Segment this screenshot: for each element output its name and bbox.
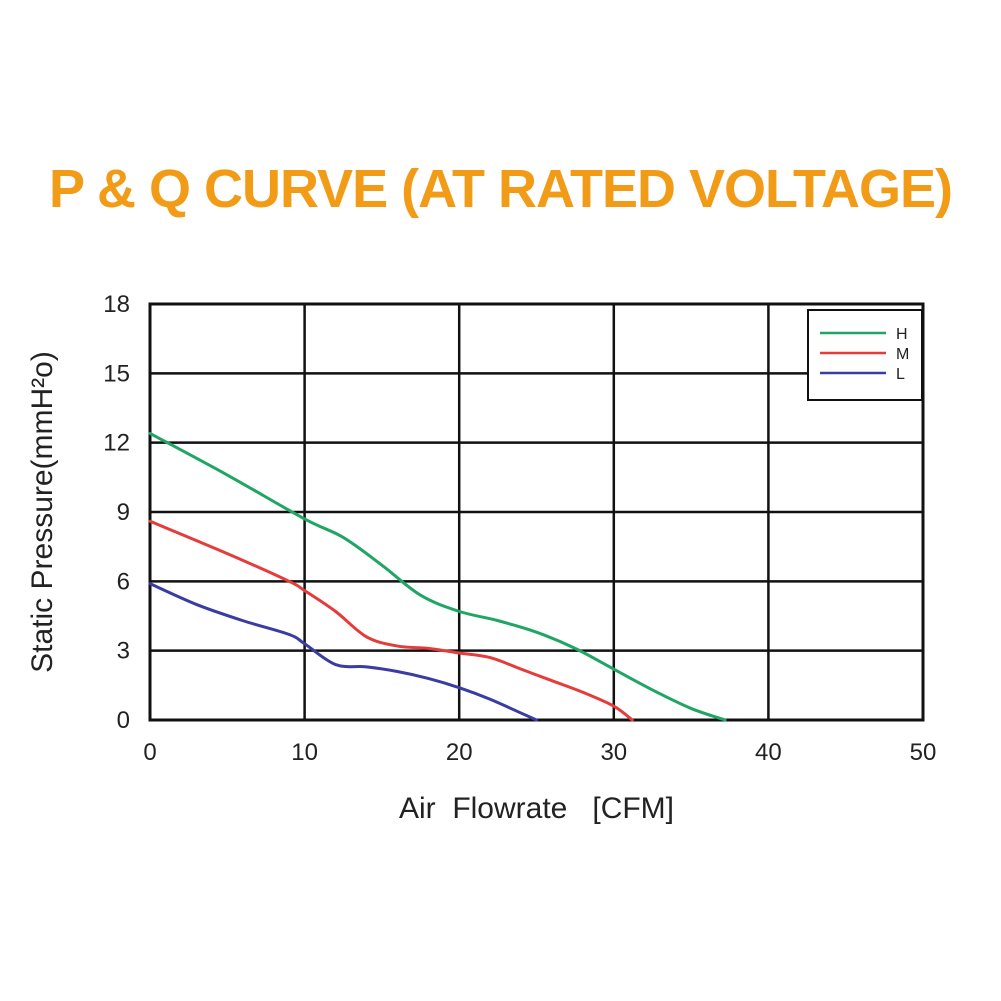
y-tick-label: 9 [117,499,130,526]
legend-box [807,309,923,401]
x-tick-label: 30 [600,739,627,766]
x-tick-label: 40 [755,739,782,766]
y-tick-label: 0 [117,707,130,734]
series-line-H [148,431,727,722]
y-axis-label: Static Pressure(mmH²o) [26,351,59,673]
series-line-M [148,519,634,722]
chart-title: P & Q CURVE (AT RATED VOLTAGE) [48,159,953,219]
x-axis-label: Air Flowrate [CFM] [399,792,674,825]
y-tick-label: 12 [103,430,130,457]
grid [148,302,925,722]
legend-label-H: H [896,326,908,343]
series-line-L [148,582,538,722]
x-tick-label: 50 [910,739,937,766]
y-tick-label: 15 [103,360,130,387]
y-tick-label: 3 [117,638,130,665]
legend-label-M: M [896,346,909,363]
y-tick-labels: 0 3 6 9 12 15 18 [103,291,130,734]
series-lines [148,431,727,722]
y-tick-label: 18 [103,291,130,318]
legend: HML [807,309,923,401]
y-tick-label: 6 [117,568,130,595]
x-tick-label: 0 [143,739,156,766]
x-tick-label: 10 [291,739,318,766]
x-tick-label: 20 [446,739,473,766]
legend-label-L: L [896,366,905,383]
x-tick-labels: 0 10 20 30 40 50 [143,739,936,766]
